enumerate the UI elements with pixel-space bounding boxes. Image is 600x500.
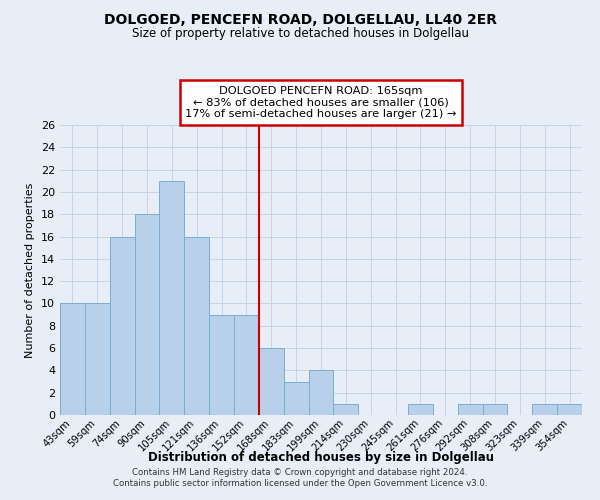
Bar	[259, 348, 284, 415]
Bar	[85, 304, 110, 415]
Bar	[458, 404, 482, 415]
Bar	[110, 236, 134, 415]
Bar	[160, 181, 184, 415]
Text: DOLGOED, PENCEFN ROAD, DOLGELLAU, LL40 2ER: DOLGOED, PENCEFN ROAD, DOLGELLAU, LL40 2…	[104, 12, 497, 26]
Bar	[334, 404, 358, 415]
Text: DOLGOED PENCEFN ROAD: 165sqm
← 83% of detached houses are smaller (106)
17% of s: DOLGOED PENCEFN ROAD: 165sqm ← 83% of de…	[185, 86, 457, 119]
Bar	[209, 314, 234, 415]
Bar	[284, 382, 308, 415]
Bar	[134, 214, 160, 415]
Text: Size of property relative to detached houses in Dolgellau: Size of property relative to detached ho…	[131, 28, 469, 40]
Bar	[557, 404, 582, 415]
Text: Distribution of detached houses by size in Dolgellau: Distribution of detached houses by size …	[148, 451, 494, 464]
Bar	[184, 236, 209, 415]
Bar	[234, 314, 259, 415]
Bar	[308, 370, 334, 415]
Bar	[60, 304, 85, 415]
Bar	[532, 404, 557, 415]
Y-axis label: Number of detached properties: Number of detached properties	[25, 182, 35, 358]
Text: Contains HM Land Registry data © Crown copyright and database right 2024.
Contai: Contains HM Land Registry data © Crown c…	[113, 468, 487, 487]
Bar	[408, 404, 433, 415]
Bar	[482, 404, 508, 415]
